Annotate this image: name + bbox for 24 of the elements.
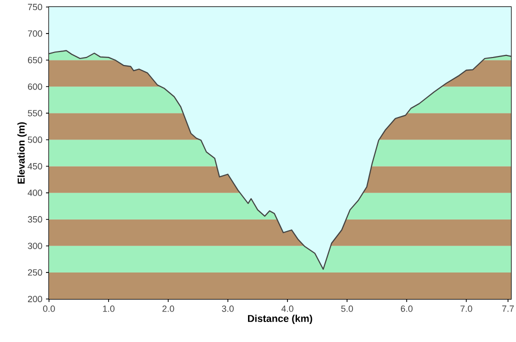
y-tick-label: 550 — [28, 110, 42, 116]
x-tick-label: 1.0 — [103, 306, 114, 312]
x-tick-label: 7.0 — [460, 306, 472, 312]
y-tick-label: 700 — [28, 30, 42, 37]
y-tick-label: 400 — [28, 190, 42, 196]
y-tick-label: 450 — [28, 163, 42, 170]
x-axis-title: Distance (km) — [248, 314, 312, 324]
x-tick-label: 2.0 — [162, 306, 174, 312]
x-tick-label: 3.0 — [222, 306, 234, 312]
y-tick-label: 750 — [28, 4, 42, 10]
y-tick-label: 500 — [28, 136, 42, 143]
y-tick-label: 200 — [28, 296, 42, 302]
y-tick-label: 350 — [28, 216, 42, 223]
y-axis-title: Elevation (m) — [17, 122, 27, 184]
line-series — [49, 50, 511, 270]
x-tick-label: 6.0 — [400, 306, 413, 312]
x-tick-label: 4.0 — [281, 306, 294, 312]
x-tick-label: 7.7 — [502, 306, 514, 312]
y-tick-label: 300 — [28, 242, 42, 250]
x-tick-label: 0.0 — [43, 306, 55, 312]
y-tick-label: 250 — [28, 269, 42, 276]
y-tick-label: 600 — [28, 83, 42, 90]
x-tick-label: 5.0 — [341, 306, 353, 312]
y-tick-label: 650 — [28, 56, 42, 64]
